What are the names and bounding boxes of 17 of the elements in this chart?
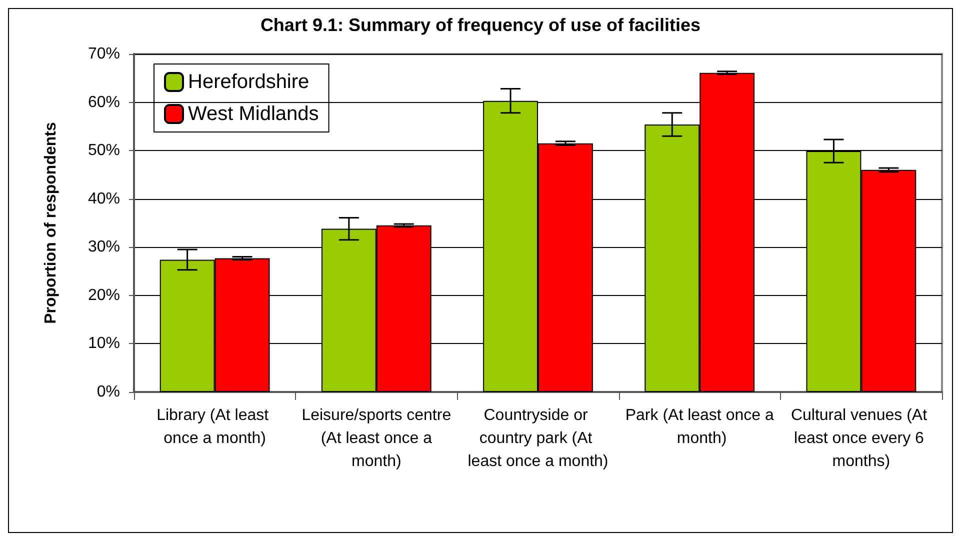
y-tick-label: 30% [88,238,120,256]
legend-label: West Midlands [188,103,319,125]
y-tick-label: 70% [88,46,120,62]
y-tick-label: 60% [88,94,120,111]
x-tick-label: Park (At least once a month) [625,407,774,447]
legend-label: Herefordshire [188,71,310,93]
y-tick-label: 0% [96,384,120,400]
y-tick-label: 10% [88,335,120,352]
chart-title: Chart 9.1: Summary of frequency of use of facilities [260,15,701,35]
y-tick-label: 40% [88,190,120,208]
y-tick-label: 20% [88,286,120,304]
x-tick-label: Cultural venues (At least once every 6 months) [790,407,932,470]
x-tick-label: Countryside or country park (At least once a month) [468,407,608,470]
x-tick-label: Leisure/sports centre (At least once a month) [302,407,452,470]
x-tick-label: Library (At least once a month) [156,407,274,447]
y-axis-title: Proportion of respondents [42,122,60,324]
y-tick-label: 50% [88,142,120,160]
